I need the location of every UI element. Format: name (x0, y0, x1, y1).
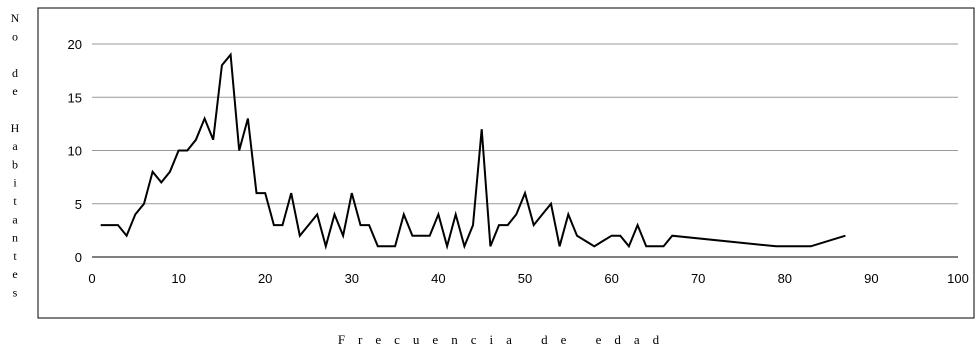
y-axis-label-char: i (13, 176, 17, 190)
x-tick-label: 70 (691, 271, 705, 286)
gridlines (92, 43, 958, 205)
y-axis-label-char: t (13, 194, 17, 208)
y-axis-label-char: a (12, 212, 18, 226)
x-tick-label: 30 (345, 271, 359, 286)
x-tick-labels: 0 10 20 30 40 50 60 70 80 90 100 (88, 271, 968, 286)
y-axis-label-char: e (12, 84, 17, 98)
y-axis-label-char: a (12, 139, 18, 153)
y-axis-label-char: N (11, 11, 20, 25)
y-axis-label-char: s (13, 286, 18, 300)
y-axis-label-char: o (12, 29, 18, 43)
y-tick-label: 20 (68, 37, 82, 52)
y-axis-label-char: H (11, 121, 20, 135)
x-tick-label: 80 (778, 271, 792, 286)
x-tick-label: 90 (864, 271, 878, 286)
y-tick-label: 15 (68, 90, 82, 105)
y-axis-label-char: n (12, 231, 18, 245)
x-tick-label: 20 (258, 271, 272, 286)
x-tick-label: 50 (518, 271, 532, 286)
chart-border (37, 7, 975, 319)
y-tick-label: 5 (75, 197, 82, 212)
x-tick-label: 40 (431, 271, 445, 286)
x-tick-label: 100 (947, 271, 969, 286)
x-axis-label: Frecuencia de edad (338, 332, 672, 347)
series-line (100, 52, 846, 251)
x-tick-label: 0 (88, 271, 95, 286)
x-tick-label: 10 (171, 271, 185, 286)
y-tick-label: 10 (68, 144, 82, 159)
y-tick-label: 0 (75, 250, 82, 265)
y-axis-label-char: d (12, 66, 18, 80)
y-axis-label-char: t (13, 249, 17, 263)
y-axis-label-char: b (12, 157, 18, 171)
x-tick-label: 60 (604, 271, 618, 286)
y-tick-labels: 0 5 10 15 20 (68, 37, 82, 265)
y-axis-label-char: e (12, 267, 17, 281)
